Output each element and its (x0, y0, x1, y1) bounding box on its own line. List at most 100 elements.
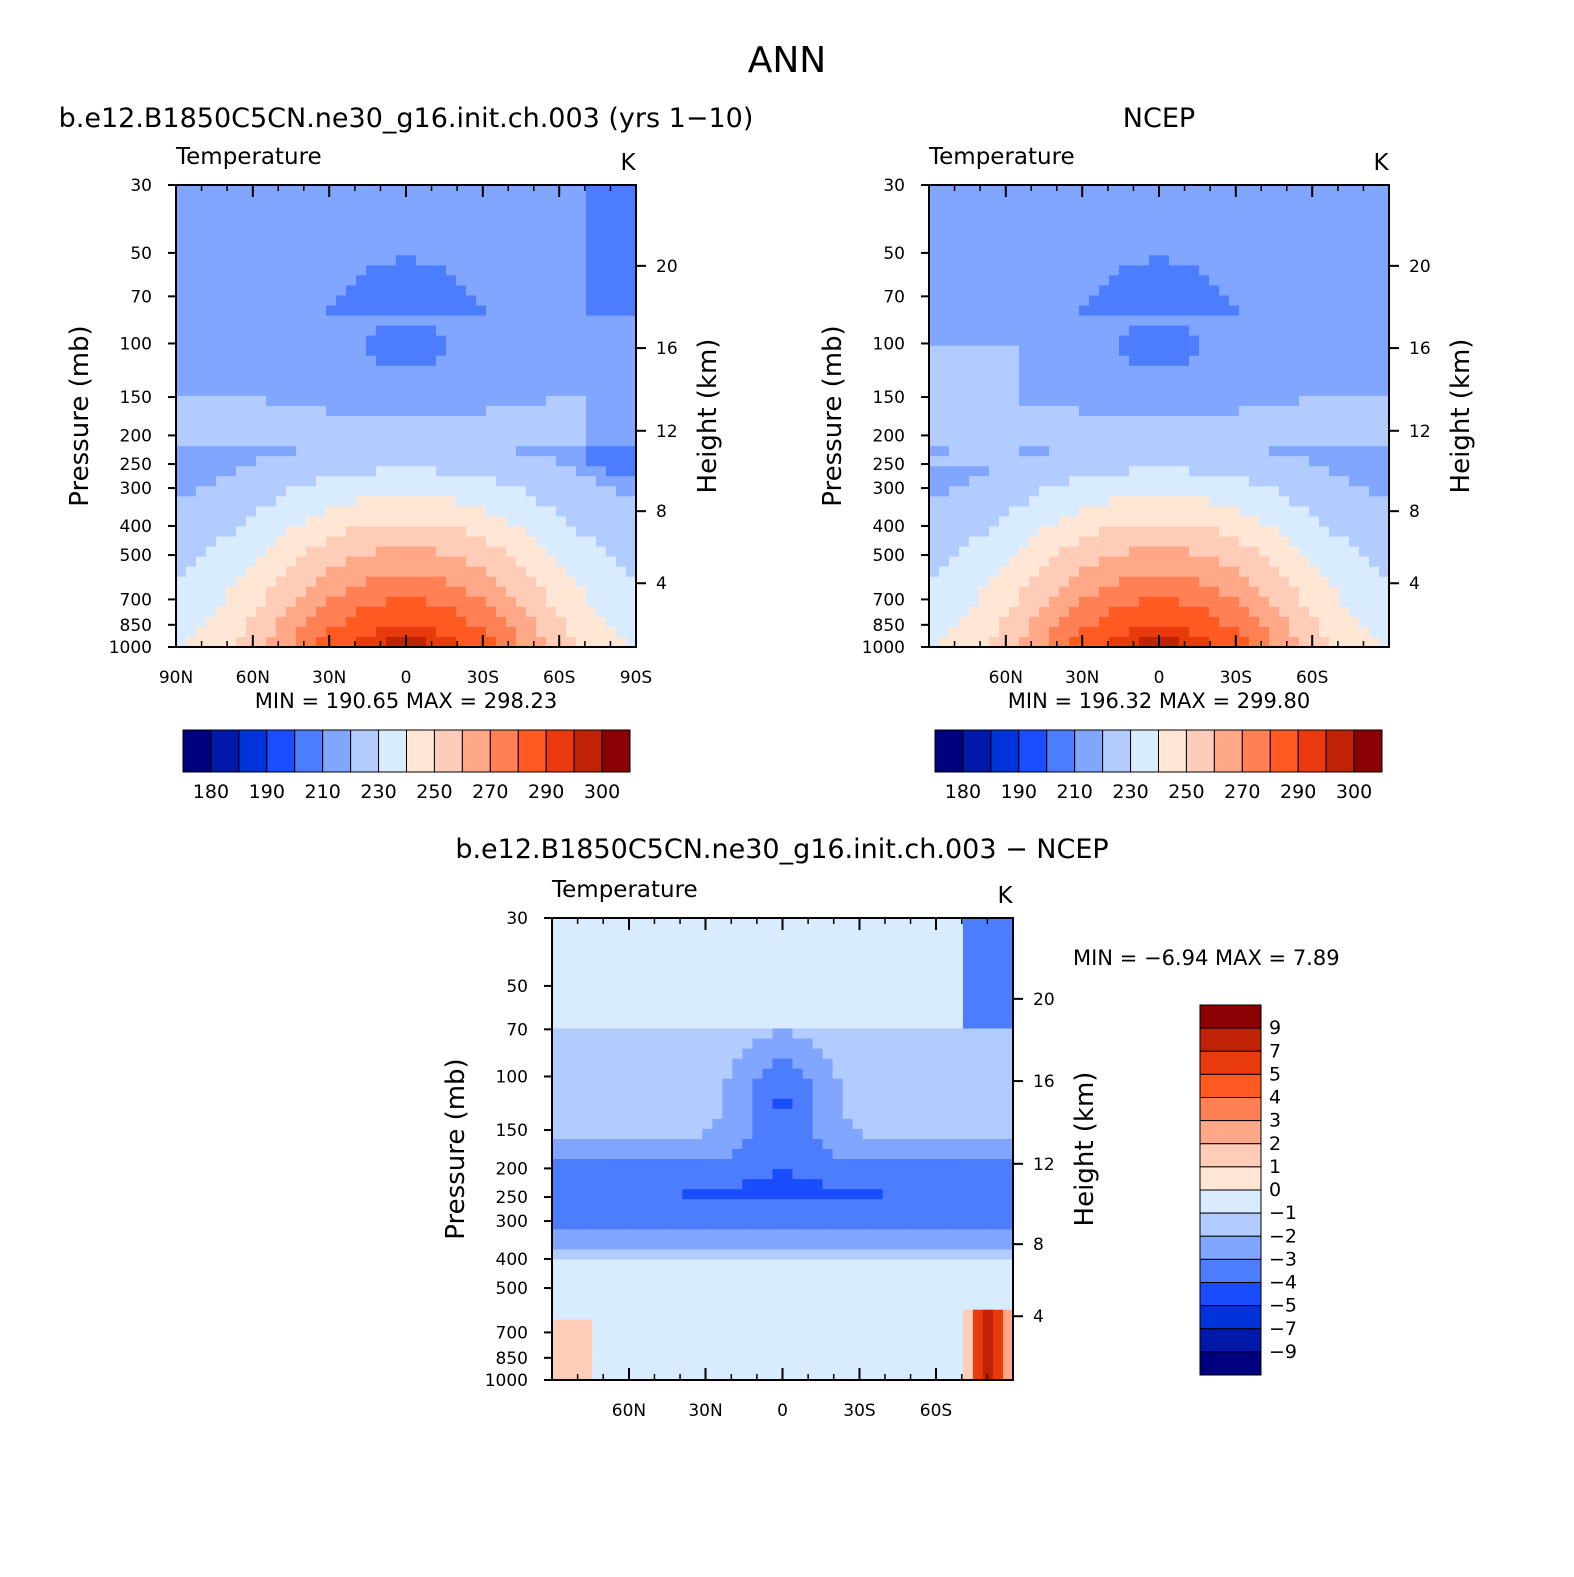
heatmap-cell (356, 305, 367, 317)
heatmap-cell (536, 245, 547, 256)
heatmap-cell (989, 195, 1000, 206)
heatmap-cell (1139, 416, 1150, 427)
heatmap-cell (326, 516, 337, 528)
heatmap-cell (1379, 596, 1390, 608)
heatmap-cell (642, 1058, 653, 1070)
heatmap-cell (306, 476, 317, 487)
heatmap-cell (1329, 486, 1340, 497)
heatmap-cell (506, 355, 517, 367)
heatmap-cell (1309, 476, 1320, 487)
heatmap-cell (546, 566, 557, 578)
heatmap-cell (1089, 375, 1100, 387)
heatmap-cell (1379, 195, 1390, 206)
heatmap-cell (536, 566, 547, 578)
heatmap-cell (1199, 255, 1210, 266)
heatmap-cell (652, 1369, 663, 1381)
heatmap-cell (316, 345, 327, 357)
heatmap-cell (216, 205, 227, 216)
heatmap-cell (606, 496, 617, 507)
heatmap-cell (606, 345, 617, 357)
heatmap-cell (1319, 255, 1330, 266)
heatmap-cell (1379, 295, 1390, 307)
heatmap-cell (989, 536, 1000, 548)
heatmap-cell (216, 185, 227, 196)
heatmap-cell (276, 205, 287, 216)
heatmap-cell (939, 436, 950, 447)
heatmap-cell (1249, 335, 1260, 347)
heatmap-cell (606, 426, 617, 437)
heatmap-cell (326, 446, 337, 457)
heatmap-cell (1029, 265, 1040, 276)
heatmap-cell (1119, 235, 1130, 246)
heatmap-cell (602, 998, 613, 1009)
heatmap-cell (1259, 446, 1270, 457)
heatmap-cell (1049, 405, 1060, 417)
heatmap-cell (1029, 215, 1040, 226)
heatmap-cell (969, 516, 980, 528)
heatmap-cell (296, 466, 307, 477)
heatmap-cell (626, 405, 637, 417)
heatmap-cell (516, 596, 527, 608)
heatmap-cell (296, 526, 307, 538)
heatmap-cell (176, 506, 187, 518)
heatmap-cell (506, 315, 517, 327)
heatmap-cell (1179, 195, 1190, 206)
heatmap-cell (356, 185, 367, 196)
heatmap-cell (1169, 506, 1180, 518)
heatmap-cell (1219, 285, 1230, 297)
heatmap-cell (476, 516, 487, 528)
heatmap-cell (642, 1138, 653, 1150)
heatmap-cell (662, 998, 673, 1009)
heatmap-cell (1369, 305, 1380, 317)
heatmap-cell (1369, 456, 1380, 467)
heatmap-cell (426, 365, 437, 377)
heatmap-cell (256, 446, 267, 457)
heatmap-cell (662, 988, 673, 999)
heatmap-cell (476, 255, 487, 266)
heatmap-cell (366, 616, 377, 628)
heatmap-cell (999, 305, 1010, 317)
heatmap-cell (566, 335, 577, 347)
heatmap-cell (236, 416, 247, 427)
heatmap-cell (426, 205, 437, 216)
heatmap-cell (346, 516, 357, 528)
heatmap-cell (306, 586, 317, 598)
heatmap-cell (592, 948, 603, 959)
heatmap-cell (1299, 375, 1310, 387)
heatmap-cell (376, 556, 387, 568)
heatmap-cell (1229, 215, 1240, 226)
heatmap-cell (1059, 325, 1070, 337)
heatmap-cell (1099, 596, 1110, 608)
heatmap-cell (566, 405, 577, 417)
heatmap-cell (506, 436, 517, 447)
heatmap-cell (939, 486, 950, 497)
heatmap-cell (1109, 205, 1120, 216)
heatmap-cell (596, 506, 607, 518)
heatmap-cell (1299, 556, 1310, 568)
heatmap-cell (1309, 365, 1320, 377)
heatmap-cell (416, 546, 427, 558)
heatmap-cell (596, 466, 607, 477)
heatmap-cell (606, 375, 617, 387)
heatmap-cell (592, 958, 603, 969)
heatmap-cell (1039, 526, 1050, 538)
heatmap-cell (1329, 536, 1340, 548)
heatmap-cell (989, 476, 1000, 487)
heatmap-cell (1329, 526, 1340, 538)
heatmap-cell (999, 616, 1010, 628)
heatmap-cell (939, 566, 950, 578)
heatmap-cell (1339, 546, 1350, 558)
heatmap-cell (1209, 476, 1220, 487)
heatmap-cell (526, 365, 537, 377)
heatmap-cell (1209, 335, 1220, 347)
heatmap-cell (426, 436, 437, 447)
heatmap-cell (1219, 576, 1230, 588)
heatmap-cell (1179, 355, 1190, 367)
heatmap-cell (1339, 536, 1350, 548)
heatmap-cell (1209, 405, 1220, 417)
heatmap-cell (396, 486, 407, 497)
heatmap-cell (206, 596, 217, 608)
heatmap-cell (949, 416, 960, 427)
heatmap-cell (576, 616, 587, 628)
